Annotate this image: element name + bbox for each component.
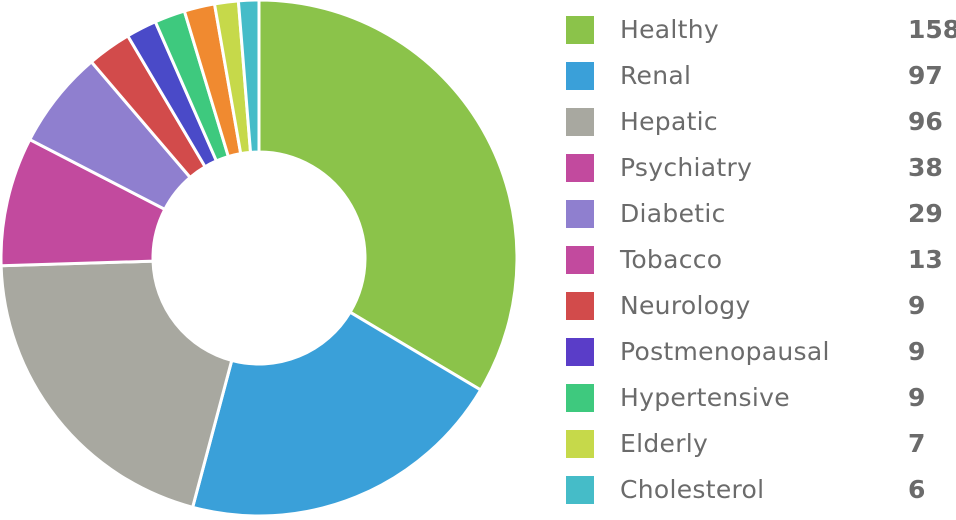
slice-hepatic (0, 259, 234, 510)
legend-label: Diabetic (620, 199, 726, 228)
legend-value: 9 (908, 337, 926, 366)
legend-item-tobacco: Tobacco 13 (566, 244, 956, 290)
legend-item-cholesterol: Cholesterol 6 (566, 474, 956, 520)
legend-swatch (566, 16, 594, 44)
legend-label: Neurology (620, 291, 751, 320)
legend-swatch (566, 62, 594, 90)
legend-value: 97 (908, 61, 943, 90)
legend-swatch (566, 338, 594, 366)
legend-value: 6 (908, 475, 926, 504)
legend-label: Postmenopausal (620, 337, 830, 366)
legend-value: 7 (908, 429, 926, 458)
slice-cholesterol (236, 0, 261, 154)
legend-item-healthy: Healthy 158 (566, 14, 956, 60)
legend-item-hypertensive: Hypertensive 9 (566, 382, 956, 428)
legend-label: Psychiatry (620, 153, 753, 182)
legend-label: Cholesterol (620, 475, 765, 504)
legend-swatch (566, 246, 594, 274)
legend-value: 96 (908, 107, 943, 136)
legend-label: Tobacco (620, 245, 723, 274)
legend-value: 13 (908, 245, 943, 274)
legend-value: 9 (908, 291, 926, 320)
legend-item-renal: Renal 97 (566, 60, 956, 106)
legend-value: 38 (908, 153, 943, 182)
legend-label: Elderly (620, 429, 709, 458)
legend-swatch (566, 154, 594, 182)
slice-renal (190, 310, 483, 518)
legend-swatch (566, 200, 594, 228)
legend-swatch (566, 476, 594, 504)
legend-value: 29 (908, 199, 943, 228)
legend-swatch (566, 108, 594, 136)
legend-item-neurology: Neurology 9 (566, 290, 956, 336)
legend-swatch (566, 384, 594, 412)
legend-label: Hypertensive (620, 383, 790, 412)
legend-value: 9 (908, 383, 926, 412)
donut-chart (0, 0, 519, 518)
legend-item-diabetic: Diabetic 29 (566, 198, 956, 244)
legend-item-psychiatry: Psychiatry 38 (566, 152, 956, 198)
legend-swatch (566, 292, 594, 320)
legend-swatch (566, 430, 594, 458)
legend-label: Renal (620, 61, 692, 90)
legend-label: Hepatic (620, 107, 718, 136)
legend-item-hepatic: Hepatic 96 (566, 106, 956, 152)
legend-item-elderly: Elderly 7 (566, 428, 956, 474)
legend-value: 158 (908, 15, 956, 44)
legend-label: Healthy (620, 15, 719, 44)
legend-item-postmenopausal: Postmenopausal 9 (566, 336, 956, 382)
chart-legend: Healthy 158 Renal 97 Hepatic 96 Psychiatry 38 Di… (566, 14, 956, 520)
slice-healthy (257, 0, 519, 393)
